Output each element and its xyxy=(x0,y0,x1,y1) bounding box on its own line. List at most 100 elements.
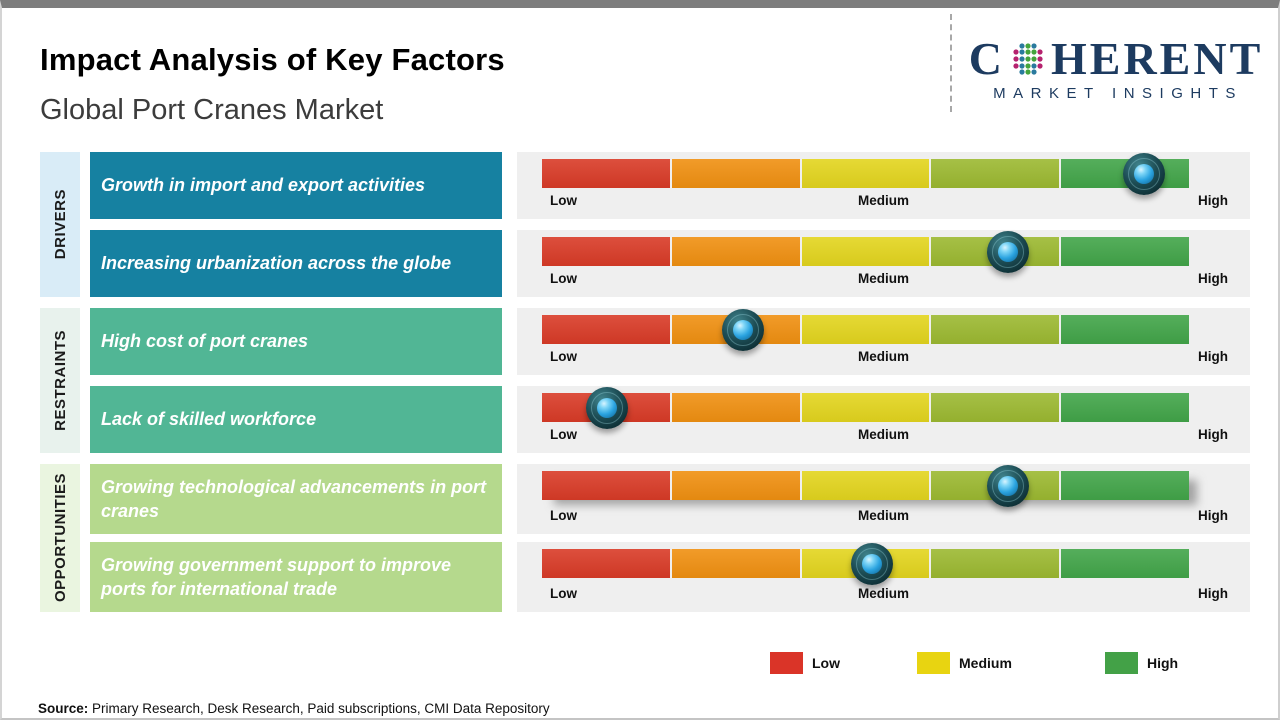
scale-segment xyxy=(671,237,800,266)
marker-core xyxy=(1133,163,1154,184)
scale-segment xyxy=(671,393,800,422)
impact-marker xyxy=(1122,152,1165,195)
tick-medium: Medium xyxy=(857,427,910,442)
brand-tagline: MARKET INSIGHTS xyxy=(993,85,1243,102)
scale-segment xyxy=(671,159,800,188)
globe-dots-icon xyxy=(1013,43,1043,75)
tick-medium: Medium xyxy=(857,271,910,286)
scale-segment xyxy=(542,315,670,344)
legend-swatch-low xyxy=(770,652,803,674)
category-strip-drivers: DRIVERS xyxy=(40,152,80,297)
scale-ticks: Low Medium High xyxy=(517,349,1250,369)
factor-text: Growth in import and export activities xyxy=(101,175,426,196)
scale-segment xyxy=(801,393,930,422)
impact-marker xyxy=(721,308,764,351)
factor-text: Lack of skilled workforce xyxy=(101,409,317,430)
tick-low: Low xyxy=(550,271,577,286)
tick-high: High xyxy=(1198,193,1228,208)
tick-high: High xyxy=(1198,349,1228,364)
tick-high: High xyxy=(1198,271,1228,286)
source-label: Source: xyxy=(38,701,89,716)
scale-ticks: Low Medium High xyxy=(517,427,1250,447)
tick-high: High xyxy=(1198,586,1228,601)
scale-segment xyxy=(542,471,670,500)
scale-segment xyxy=(1061,471,1189,500)
brand-letter-c: C xyxy=(968,33,1005,84)
source-line: Source: Primary Research, Desk Research,… xyxy=(38,701,550,716)
impact-marker xyxy=(986,464,1029,507)
tick-medium: Medium xyxy=(857,586,910,601)
scale-segment xyxy=(931,315,1060,344)
header-dashed-divider xyxy=(950,14,952,112)
impact-bar-panel: Low Medium High xyxy=(517,386,1250,453)
legend-label-high: High xyxy=(1147,655,1179,671)
tick-low: Low xyxy=(550,349,577,364)
marker-core xyxy=(997,241,1018,262)
tick-low: Low xyxy=(550,193,577,208)
category-label-restraints: RESTRAINTS xyxy=(51,330,69,431)
impact-scale-bar xyxy=(542,308,1189,351)
impact-marker xyxy=(850,542,893,585)
legend-label-medium: Medium xyxy=(959,655,1012,671)
scale-segment xyxy=(931,549,1060,578)
brand-logo: C HERENT MARKET INSIGHTS xyxy=(964,36,1268,103)
scale-segment xyxy=(1061,237,1189,266)
tick-medium: Medium xyxy=(857,508,910,523)
impact-marker xyxy=(986,230,1029,273)
category-label-drivers: DRIVERS xyxy=(51,189,69,260)
factor-text: High cost of port cranes xyxy=(101,331,309,352)
factor-text: Growing technological advancements in po… xyxy=(101,476,487,521)
scale-ticks: Low Medium High xyxy=(517,508,1250,528)
marker-core xyxy=(861,553,882,574)
scale-segment xyxy=(542,159,670,188)
factor-box: High cost of port cranes xyxy=(90,308,502,375)
legend-label-low: Low xyxy=(812,655,840,671)
scale-ticks: Low Medium High xyxy=(517,271,1250,291)
impact-scale-bar xyxy=(542,152,1189,195)
tick-medium: Medium xyxy=(857,193,910,208)
impact-bar-panel: Low Medium High xyxy=(517,152,1250,219)
scale-segment xyxy=(671,549,800,578)
legend-item-medium: Medium xyxy=(917,652,1012,674)
tick-high: High xyxy=(1198,427,1228,442)
scale-segment xyxy=(671,471,800,500)
factor-box: Lack of skilled workforce xyxy=(90,386,502,453)
legend-swatch-high xyxy=(1105,652,1138,674)
scale-ticks: Low Medium High xyxy=(517,586,1250,606)
page-subtitle: Global Port Cranes Market xyxy=(40,94,384,126)
scale-segment xyxy=(1061,549,1189,578)
scale-segment xyxy=(1061,315,1189,344)
factor-box: Growing government support to improve po… xyxy=(90,542,502,612)
factor-text: Increasing urbanization across the globe xyxy=(101,253,452,274)
scale-segment xyxy=(542,237,670,266)
impact-bar-panel: Low Medium High xyxy=(517,464,1250,534)
impact-marker xyxy=(585,386,628,429)
scale-segment xyxy=(801,237,930,266)
page-title: Impact Analysis of Key Factors xyxy=(40,42,505,77)
factor-box: Increasing urbanization across the globe xyxy=(90,230,502,297)
impact-bar-panel: Low Medium High xyxy=(517,230,1250,297)
factor-box: Growth in import and export activities xyxy=(90,152,502,219)
legend-item-low: Low xyxy=(770,652,840,674)
legend-item-high: High xyxy=(1105,652,1178,674)
scale-segment xyxy=(801,471,930,500)
factor-text: Growing government support to improve po… xyxy=(101,554,452,599)
source-text: Primary Research, Desk Research, Paid su… xyxy=(88,701,550,716)
impact-scale-bar xyxy=(542,542,1189,585)
impact-scale-bar xyxy=(542,464,1189,507)
marker-core xyxy=(997,475,1018,496)
impact-scale-bar xyxy=(542,386,1189,429)
tick-high: High xyxy=(1198,508,1228,523)
factor-box: Growing technological advancements in po… xyxy=(90,464,502,534)
scale-ticks: Low Medium High xyxy=(517,193,1250,213)
category-strip-restraints: RESTRAINTS xyxy=(40,308,80,453)
scale-segment xyxy=(931,159,1060,188)
tick-medium: Medium xyxy=(857,349,910,364)
scale-segment xyxy=(801,315,930,344)
marker-core xyxy=(732,319,753,340)
marker-core xyxy=(596,397,617,418)
scale-segment xyxy=(542,549,670,578)
brand-wordmark: C HERENT xyxy=(964,36,1268,82)
impact-bar-panel: Low Medium High xyxy=(517,308,1250,375)
